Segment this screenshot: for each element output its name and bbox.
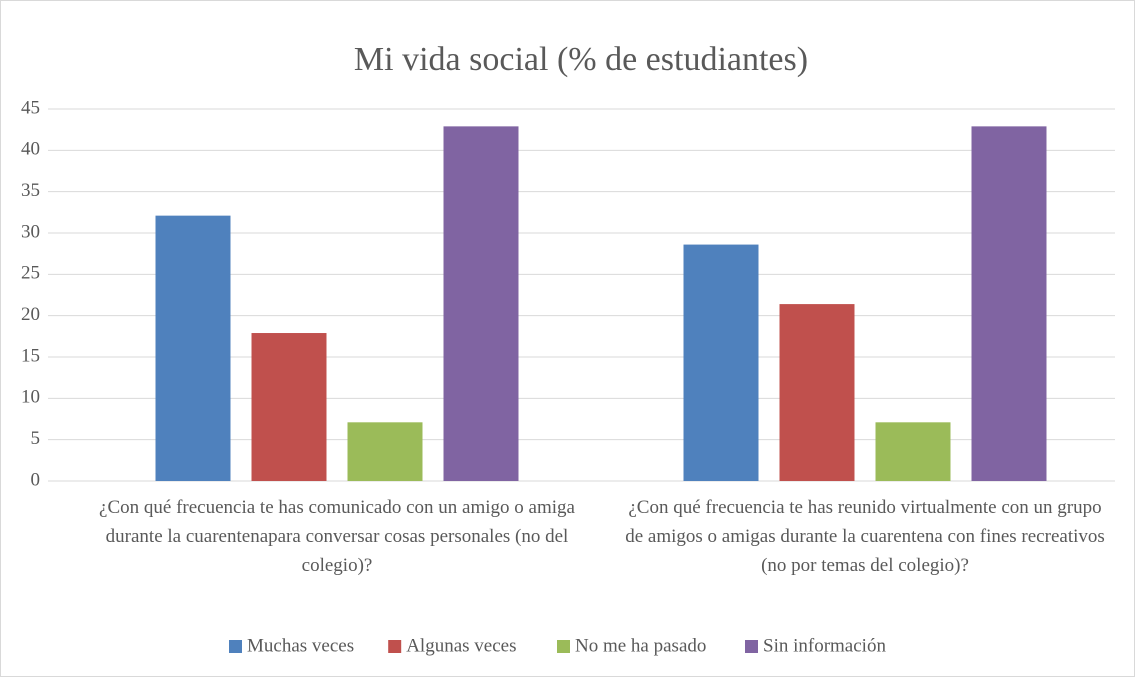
legend-label: Sin información bbox=[763, 635, 886, 656]
y-tick-label: 15 bbox=[21, 345, 40, 366]
bar bbox=[251, 333, 327, 481]
legend-swatch bbox=[229, 640, 242, 653]
bar bbox=[875, 422, 951, 481]
y-tick-label: 35 bbox=[21, 180, 40, 201]
y-tick-label: 45 bbox=[21, 97, 40, 118]
bar bbox=[779, 304, 855, 481]
legend-swatch bbox=[388, 640, 402, 653]
x-tick-label: ¿Con qué frecuencia te has reunido virtu… bbox=[625, 497, 1105, 576]
y-tick-label: 25 bbox=[21, 263, 40, 284]
y-tick-label: 0 bbox=[31, 469, 41, 490]
y-tick-label: 30 bbox=[21, 221, 40, 242]
bar bbox=[971, 126, 1047, 482]
bar bbox=[443, 126, 519, 482]
bar bbox=[683, 244, 759, 481]
legend-label: Algunas veces bbox=[406, 635, 516, 656]
y-tick-label: 20 bbox=[21, 304, 40, 325]
legend-swatch bbox=[557, 640, 570, 653]
legend-label: Muchas veces bbox=[247, 635, 354, 656]
legend-swatch bbox=[745, 640, 758, 653]
bar bbox=[155, 215, 231, 481]
x-tick-label: ¿Con qué frecuencia te has comunicado co… bbox=[99, 497, 575, 576]
y-tick-label: 40 bbox=[21, 139, 40, 160]
legend-label: No me ha pasado bbox=[575, 635, 706, 656]
bar bbox=[347, 422, 423, 481]
y-tick-label: 5 bbox=[31, 428, 41, 449]
y-tick-label: 10 bbox=[21, 387, 40, 408]
chart-title: Mi vida social (% de estudiantes) bbox=[354, 41, 808, 78]
